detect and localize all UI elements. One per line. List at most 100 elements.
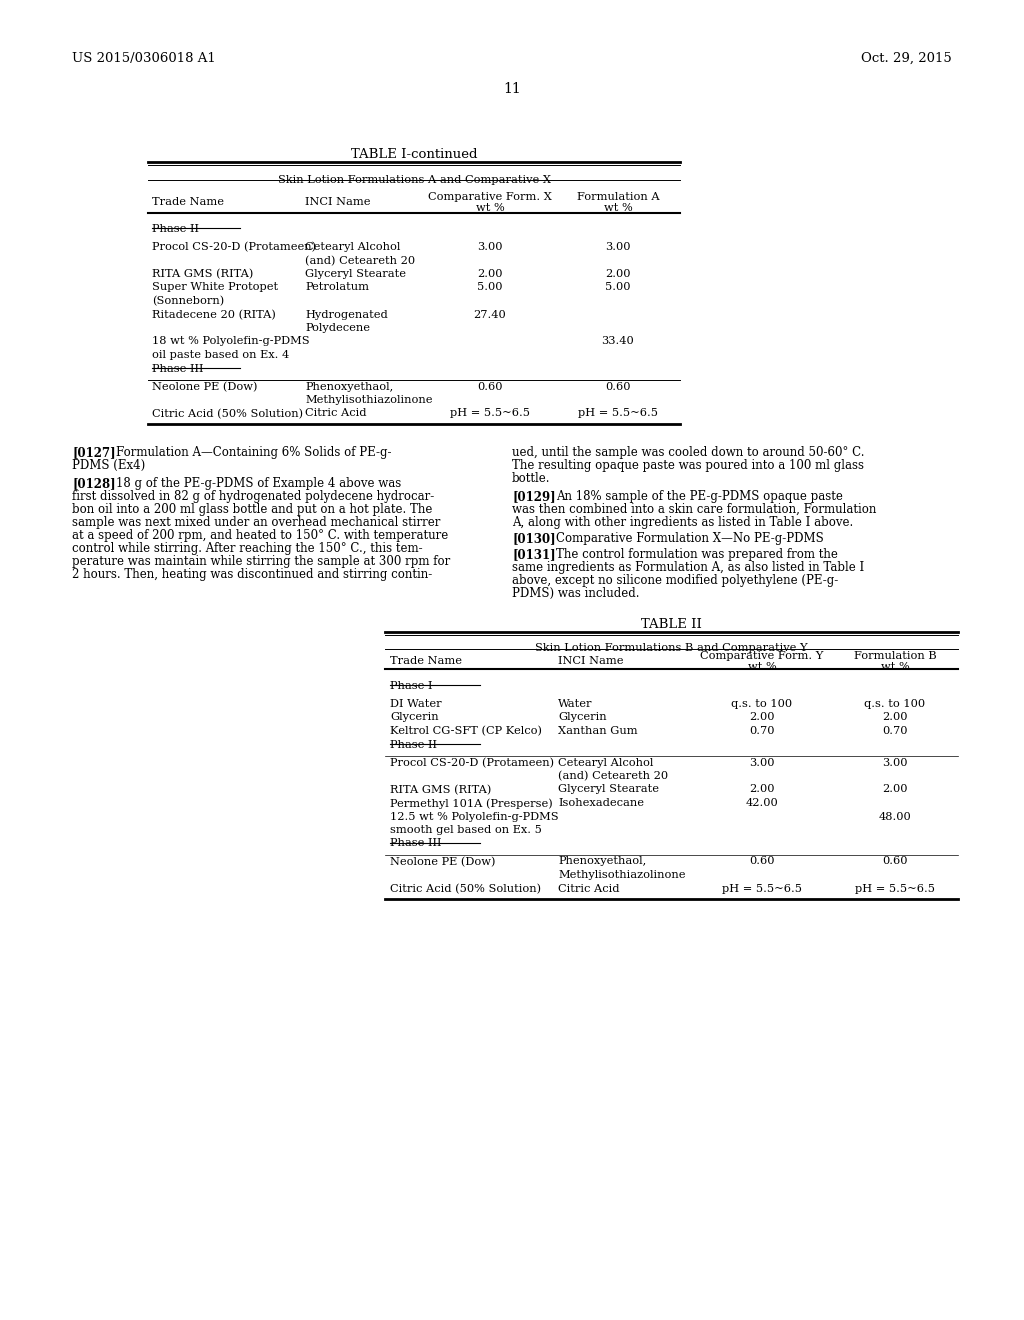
Text: Phase II: Phase II — [152, 224, 199, 234]
Text: TABLE I-continued: TABLE I-continued — [351, 148, 477, 161]
Text: PDMS) was included.: PDMS) was included. — [512, 587, 640, 601]
Text: Glyceryl Stearate: Glyceryl Stearate — [558, 784, 659, 795]
Text: sample was next mixed under an overhead mechanical stirrer: sample was next mixed under an overhead … — [72, 516, 440, 529]
Text: Formulation A: Formulation A — [577, 191, 659, 202]
Text: was then combined into a skin care formulation, Formulation: was then combined into a skin care formu… — [512, 503, 877, 516]
Text: Xanthan Gum: Xanthan Gum — [558, 726, 638, 737]
Text: PDMS (Ex4): PDMS (Ex4) — [72, 459, 145, 473]
Text: Comparative Form. Y: Comparative Form. Y — [700, 651, 823, 661]
Text: control while stirring. After reaching the 150° C., this tem-: control while stirring. After reaching t… — [72, 543, 423, 554]
Text: Trade Name: Trade Name — [152, 197, 224, 207]
Text: q.s. to 100: q.s. to 100 — [731, 700, 793, 709]
Text: Phase I: Phase I — [390, 681, 432, 690]
Text: 3.00: 3.00 — [883, 758, 907, 767]
Text: Formulation B: Formulation B — [854, 651, 936, 661]
Text: 42.00: 42.00 — [745, 799, 778, 808]
Text: 18 wt % Polyolefin-g-PDMS: 18 wt % Polyolefin-g-PDMS — [152, 337, 309, 346]
Text: q.s. to 100: q.s. to 100 — [864, 700, 926, 709]
Text: An 18% sample of the PE-g-PDMS opaque paste: An 18% sample of the PE-g-PDMS opaque pa… — [556, 490, 843, 503]
Text: smooth gel based on Ex. 5: smooth gel based on Ex. 5 — [390, 825, 542, 836]
Text: Glycerin: Glycerin — [558, 713, 606, 722]
Text: TABLE II: TABLE II — [641, 618, 701, 631]
Text: pH = 5.5~6.5: pH = 5.5~6.5 — [450, 408, 530, 418]
Text: Phenoxyethaol,: Phenoxyethaol, — [305, 381, 393, 392]
Text: (and) Ceteareth 20: (and) Ceteareth 20 — [305, 256, 415, 265]
Text: Comparative Form. X: Comparative Form. X — [428, 191, 552, 202]
Text: A, along with other ingredients as listed in Table I above.: A, along with other ingredients as liste… — [512, 516, 853, 529]
Text: bon oil into a 200 ml glass bottle and put on a hot plate. The: bon oil into a 200 ml glass bottle and p… — [72, 503, 432, 516]
Text: 2.00: 2.00 — [883, 784, 907, 795]
Text: [0131]: [0131] — [512, 548, 556, 561]
Text: Permethyl 101A (Presperse): Permethyl 101A (Presperse) — [390, 799, 553, 809]
Text: 3.00: 3.00 — [605, 242, 631, 252]
Text: 2 hours. Then, heating was discontinued and stirring contin-: 2 hours. Then, heating was discontinued … — [72, 568, 432, 581]
Text: pH = 5.5~6.5: pH = 5.5~6.5 — [722, 883, 802, 894]
Text: 0.70: 0.70 — [750, 726, 775, 737]
Text: wt %: wt % — [475, 203, 505, 213]
Text: Citric Acid (50% Solution): Citric Acid (50% Solution) — [152, 408, 303, 418]
Text: 12.5 wt % Polyolefin-g-PDMS: 12.5 wt % Polyolefin-g-PDMS — [390, 812, 559, 821]
Text: The control formulation was prepared from the: The control formulation was prepared fro… — [556, 548, 838, 561]
Text: Ritadecene 20 (RITA): Ritadecene 20 (RITA) — [152, 309, 275, 319]
Text: first dissolved in 82 g of hydrogenated polydecene hydrocar-: first dissolved in 82 g of hydrogenated … — [72, 490, 434, 503]
Text: Citric Acid: Citric Acid — [558, 883, 620, 894]
Text: 27.40: 27.40 — [474, 309, 507, 319]
Text: 33.40: 33.40 — [602, 337, 635, 346]
Text: (and) Ceteareth 20: (and) Ceteareth 20 — [558, 771, 668, 781]
Text: Cetearyl Alcohol: Cetearyl Alcohol — [305, 242, 400, 252]
Text: 0.70: 0.70 — [883, 726, 907, 737]
Text: Neolone PE (Dow): Neolone PE (Dow) — [390, 857, 496, 867]
Text: Trade Name: Trade Name — [390, 656, 462, 667]
Text: at a speed of 200 rpm, and heated to 150° C. with temperature: at a speed of 200 rpm, and heated to 150… — [72, 529, 449, 543]
Text: Oct. 29, 2015: Oct. 29, 2015 — [861, 51, 952, 65]
Text: ued, until the sample was cooled down to around 50-60° C.: ued, until the sample was cooled down to… — [512, 446, 864, 459]
Text: Citric Acid (50% Solution): Citric Acid (50% Solution) — [390, 883, 541, 894]
Text: [0127]: [0127] — [72, 446, 116, 459]
Text: bottle.: bottle. — [512, 473, 551, 484]
Text: Super White Protopet: Super White Protopet — [152, 282, 279, 293]
Text: Phase III: Phase III — [390, 838, 441, 849]
Text: 48.00: 48.00 — [879, 812, 911, 821]
Text: Comparative Formulation X—No PE-g-PDMS: Comparative Formulation X—No PE-g-PDMS — [556, 532, 823, 545]
Text: Formulation A—Containing 6% Solids of PE-g-: Formulation A—Containing 6% Solids of PE… — [116, 446, 391, 459]
Text: pH = 5.5~6.5: pH = 5.5~6.5 — [578, 408, 658, 418]
Text: INCI Name: INCI Name — [558, 656, 624, 667]
Text: 2.00: 2.00 — [477, 269, 503, 279]
Text: Hydrogenated: Hydrogenated — [305, 309, 388, 319]
Text: 2.00: 2.00 — [750, 784, 775, 795]
Text: 3.00: 3.00 — [750, 758, 775, 767]
Text: Glycerin: Glycerin — [390, 713, 438, 722]
Text: Polydecene: Polydecene — [305, 323, 370, 333]
Text: 11: 11 — [503, 82, 521, 96]
Text: Methylisothiazolinone: Methylisothiazolinone — [558, 870, 685, 880]
Text: Methylisothiazolinone: Methylisothiazolinone — [305, 395, 432, 405]
Text: Phase II: Phase II — [390, 739, 437, 750]
Text: INCI Name: INCI Name — [305, 197, 371, 207]
Text: RITA GMS (RITA): RITA GMS (RITA) — [152, 269, 253, 280]
Text: 5.00: 5.00 — [605, 282, 631, 293]
Text: Petrolatum: Petrolatum — [305, 282, 369, 293]
Text: 0.60: 0.60 — [883, 857, 907, 866]
Text: wt %: wt % — [748, 663, 776, 672]
Text: 2.00: 2.00 — [750, 713, 775, 722]
Text: 0.60: 0.60 — [750, 857, 775, 866]
Text: Procol CS-20-D (Protameen): Procol CS-20-D (Protameen) — [152, 242, 316, 252]
Text: 2.00: 2.00 — [605, 269, 631, 279]
Text: 3.00: 3.00 — [477, 242, 503, 252]
Text: [0130]: [0130] — [512, 532, 556, 545]
Text: wt %: wt % — [881, 663, 909, 672]
Text: The resulting opaque paste was poured into a 100 ml glass: The resulting opaque paste was poured in… — [512, 459, 864, 473]
Text: Phenoxyethaol,: Phenoxyethaol, — [558, 857, 646, 866]
Text: Isohexadecane: Isohexadecane — [558, 799, 644, 808]
Text: Neolone PE (Dow): Neolone PE (Dow) — [152, 381, 257, 392]
Text: Phase III: Phase III — [152, 363, 204, 374]
Text: oil paste based on Ex. 4: oil paste based on Ex. 4 — [152, 350, 289, 360]
Text: Citric Acid: Citric Acid — [305, 408, 367, 418]
Text: 5.00: 5.00 — [477, 282, 503, 293]
Text: [0129]: [0129] — [512, 490, 556, 503]
Text: Procol CS-20-D (Protameen): Procol CS-20-D (Protameen) — [390, 758, 554, 768]
Text: same ingredients as Formulation A, as also listed in Table I: same ingredients as Formulation A, as al… — [512, 561, 864, 574]
Text: Glyceryl Stearate: Glyceryl Stearate — [305, 269, 406, 279]
Text: (Sonneborn): (Sonneborn) — [152, 296, 224, 306]
Text: 0.60: 0.60 — [605, 381, 631, 392]
